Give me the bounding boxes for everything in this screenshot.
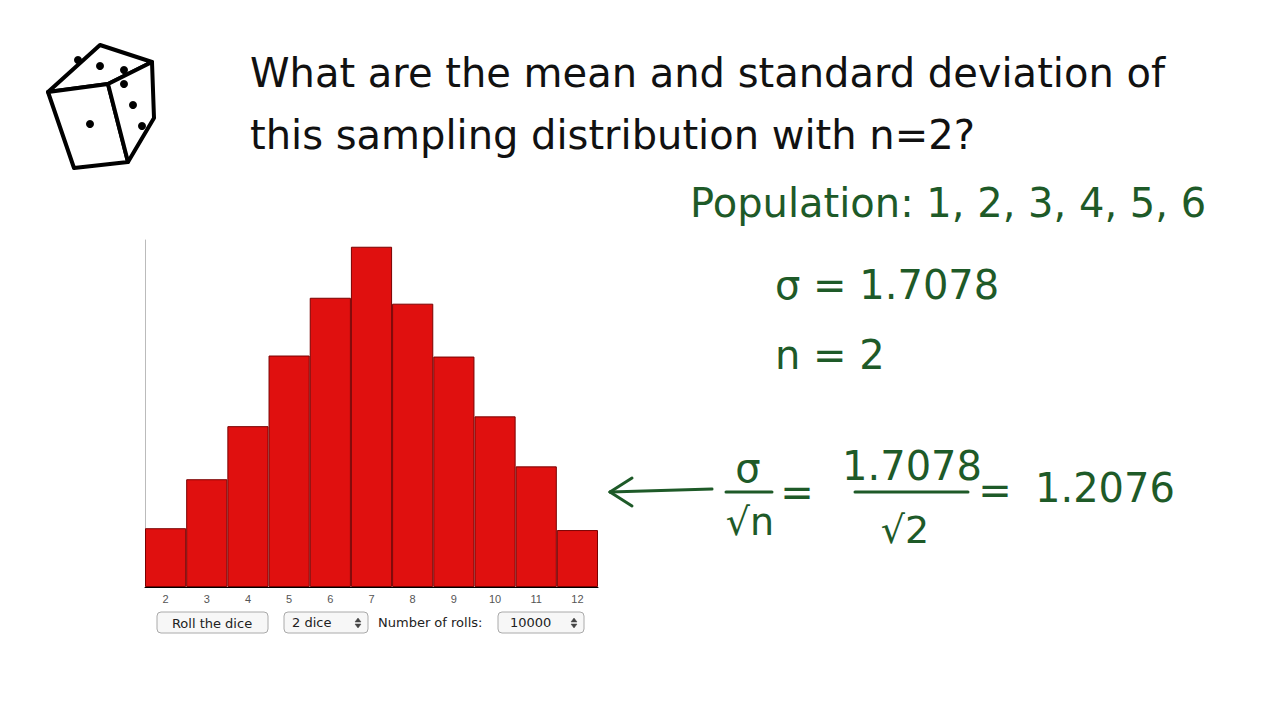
svg-text:this sampling distribution wit: this sampling distribution with n=2?	[250, 112, 975, 158]
svg-text:Roll the dice: Roll the dice	[172, 616, 252, 631]
svg-text:8: 8	[410, 593, 416, 605]
svg-text:4: 4	[245, 593, 251, 605]
svg-text:12: 12	[571, 593, 583, 605]
svg-text:What are the mean and standard: What are the mean and standard deviation…	[250, 50, 1178, 96]
svg-text:σ: σ	[735, 445, 760, 491]
svg-text:1.7078: 1.7078	[842, 443, 982, 489]
svg-text:=: =	[780, 469, 814, 515]
svg-text:6: 6	[327, 593, 333, 605]
svg-text:Population: 1, 2, 3, 4, 5, 6: Population: 1, 2, 3, 4, 5, 6	[690, 180, 1206, 226]
svg-text:5: 5	[286, 593, 292, 605]
svg-text:n = 2: n = 2	[775, 332, 885, 378]
svg-text:√2: √2	[881, 508, 929, 552]
svg-text:11: 11	[531, 593, 542, 605]
svg-text:7: 7	[368, 593, 374, 605]
svg-text:σ = 1.7078: σ = 1.7078	[775, 262, 999, 308]
svg-text:3: 3	[204, 593, 210, 605]
svg-text:1.2076: 1.2076	[1035, 465, 1175, 511]
svg-text:2 dice: 2 dice	[292, 615, 331, 630]
svg-text:10: 10	[489, 593, 501, 605]
svg-text:=: =	[978, 467, 1012, 513]
svg-text:2: 2	[163, 593, 169, 605]
svg-text:√n: √n	[726, 500, 774, 544]
svg-text:10000: 10000	[510, 615, 551, 630]
svg-text:9: 9	[451, 593, 457, 605]
svg-text:Number of rolls:: Number of rolls:	[378, 615, 482, 630]
